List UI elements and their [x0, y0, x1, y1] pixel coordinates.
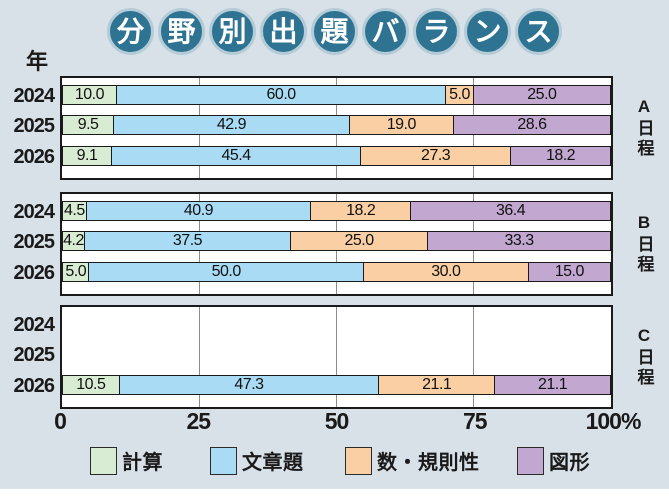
bar-row-b-2025: 4.2 37.5 25.0 33.3: [62, 231, 611, 251]
bar-segment-計算: 9.1: [62, 146, 112, 166]
bar-segment-計算: 5.0: [62, 262, 90, 282]
legend-swatch: [210, 446, 237, 475]
title-badge: 別: [209, 8, 256, 55]
x-tick-label-50: 50: [324, 408, 350, 434]
gridline-50: [336, 307, 337, 407]
legend-swatch: [345, 446, 372, 475]
legend-label: 計算: [122, 452, 163, 474]
bar-segment-図形: 21.1: [495, 375, 611, 395]
title-badge: 分: [107, 8, 154, 55]
bar-row-a-2025: 9.5 42.9 19.0 28.6: [62, 115, 611, 135]
bar-row-a-2026: 9.1 45.4 27.3 18.2: [62, 146, 611, 166]
bar-row-b-2024: 4.5 40.9 18.2 36.4: [62, 201, 611, 221]
title-badge: 題: [311, 8, 358, 55]
legend-swatch: [90, 446, 117, 475]
bar-segment-文章題: 42.9: [114, 115, 350, 135]
year-label-c-2025: 2025: [13, 343, 56, 366]
legend-item-1: 計算: [90, 446, 163, 475]
bar-segment-数・規則性: 18.2: [311, 201, 412, 221]
x-tick-label-0: 0: [54, 408, 67, 434]
bar-segment-図形: 25.0: [473, 85, 611, 105]
panel-b-schedule: 4.5 40.9 18.2 36.4 4.2 37.5 25.0 33.3 5.0 50.0 30.…: [60, 192, 613, 296]
panel-a-schedule: 10.0 60.0 5.0 25.0 9.5 42.9 19.0 28.6 9.1 45.4 27.…: [60, 76, 613, 180]
title-badge: ラ: [413, 8, 460, 55]
year-label-c-2024: 2024: [13, 313, 56, 336]
legend-label: 図形: [549, 452, 590, 474]
bar-segment-数・規則性: 5.0: [446, 85, 474, 105]
bar-segment-文章題: 37.5: [85, 231, 291, 251]
bar-segment-図形: 33.3: [428, 231, 611, 251]
title-badge: 出: [260, 8, 307, 55]
year-label-b-2025: 2025: [13, 230, 56, 253]
bar-segment-計算: 4.2: [62, 231, 86, 251]
bar-segment-図形: 28.6: [453, 115, 611, 135]
year-label-a-2025: 2025: [13, 114, 56, 137]
bar-segment-計算: 9.5: [62, 115, 115, 135]
year-label-b-2026: 2026: [13, 261, 56, 284]
x-tick-label-75: 75: [462, 408, 488, 434]
bar-segment-文章題: 47.3: [119, 375, 380, 395]
legend-label: 文章題: [242, 452, 304, 474]
bar-segment-計算: 4.5: [62, 201, 87, 221]
bar-segment-数・規則性: 27.3: [361, 146, 512, 166]
year-label-a-2024: 2024: [13, 84, 56, 107]
bar-segment-数・規則性: 21.1: [379, 375, 496, 395]
x-tick-label-100: 100%: [585, 408, 642, 434]
legend-item-2: 文章題: [210, 446, 304, 475]
legend-item-4: 図形: [517, 446, 590, 475]
bar-segment-文章題: 60.0: [116, 85, 447, 105]
gridline-25: [198, 307, 200, 407]
x-tick-label-25: 25: [186, 408, 211, 434]
bar-segment-計算: 10.5: [62, 375, 120, 395]
title-badge: ス: [515, 8, 562, 55]
bar-segment-文章題: 50.0: [89, 262, 364, 282]
bar-segment-文章題: 45.4: [111, 146, 362, 166]
schedule-label-a: A日程: [634, 97, 654, 159]
bar-row-c-2026: 10.5 47.3 21.1 21.1: [62, 375, 611, 395]
bar-segment-数・規則性: 30.0: [363, 262, 529, 282]
legend-swatch: [517, 446, 544, 475]
year-label-c-2026: 2026: [13, 374, 56, 397]
legend-item-3: 数・規則性: [345, 446, 480, 475]
bar-segment-図形: 15.0: [528, 262, 611, 282]
bar-segment-図形: 18.2: [511, 146, 611, 166]
bar-segment-数・規則性: 19.0: [349, 115, 454, 135]
legend-label: 数・規則性: [377, 452, 480, 474]
year-label-b-2024: 2024: [13, 200, 56, 223]
gridline-75: [473, 307, 475, 407]
panel-c-schedule: 10.5 47.3 21.1 21.1: [60, 305, 613, 409]
bar-segment-数・規則性: 25.0: [290, 231, 429, 251]
bar-segment-図形: 36.4: [411, 201, 611, 221]
bar-row-a-2024: 10.0 60.0 5.0 25.0: [62, 85, 611, 105]
year-label-a-2026: 2026: [13, 145, 56, 168]
schedule-label-c: C日程: [634, 326, 654, 388]
page-title: 分野別出題バランス: [0, 8, 669, 55]
title-badge: バ: [362, 8, 409, 55]
year-axis-unit-label: 年: [26, 49, 49, 74]
bar-row-b-2026: 5.0 50.0 30.0 15.0: [62, 262, 611, 282]
title-badge: ン: [464, 8, 511, 55]
bar-segment-文章題: 40.9: [86, 201, 312, 221]
bar-segment-計算: 10.0: [62, 85, 117, 105]
schedule-label-b: B日程: [634, 213, 654, 275]
title-badge: 野: [158, 8, 205, 55]
